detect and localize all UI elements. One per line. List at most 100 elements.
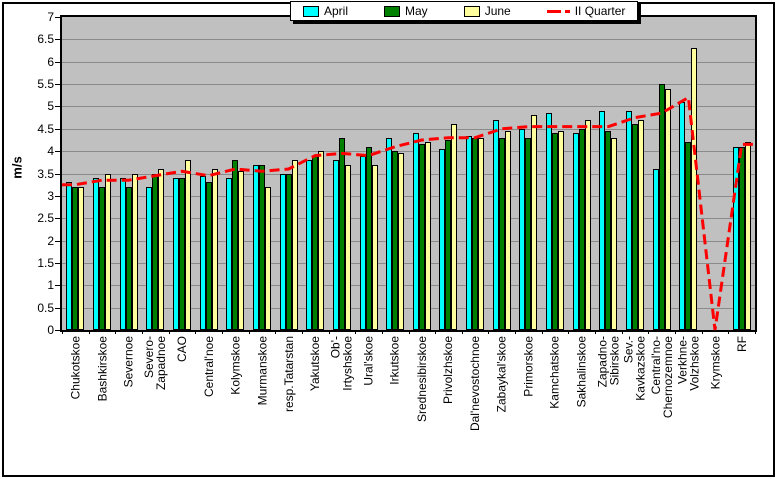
bar-april-5 [172,177,179,330]
y-tick-label: 3.5 [37,166,54,181]
y-tick-mark [55,39,60,41]
legend-dashed-line-icon [546,9,570,13]
bar-may-20 [578,128,585,330]
bar-june-19 [558,131,565,330]
x-category-label-text: Zabaykal'skoe [494,336,509,413]
bar-may-26 [738,146,745,330]
legend-swatch-icon [384,5,401,17]
bar-april-6 [199,175,206,330]
x-category-label-text: Bashkirskoe [94,336,109,402]
bar-may-9 [285,173,292,330]
bar-june-20 [584,119,591,330]
bar-june-4 [158,169,165,330]
bar-june-8 [264,186,271,330]
bar-april-26 [732,146,739,330]
x-category-label-text: Yakutskoe [308,336,323,392]
bar-april-17 [492,119,499,330]
bar-may-21 [605,131,612,330]
x-tick-mark [301,330,303,334]
bar-april-21 [599,110,606,330]
y-tick-mark [55,195,60,197]
bar-june-2 [104,173,111,330]
gridline [62,218,755,220]
gridline [62,106,755,108]
gridline [62,84,755,86]
x-tick-mark [488,330,490,334]
x-tick-mark [62,330,63,334]
quarter-line [62,95,755,331]
bar-may-15 [445,139,452,330]
y-tick-mark [55,218,60,220]
x-category-label-text: Verkhne- Volzhskoe [675,336,702,391]
gridline [62,128,755,130]
legend-swatch-icon [463,5,480,17]
quarter-line-path [62,95,755,331]
x-tick-mark [195,330,197,334]
x-category-label-text: Kamchatskoe [548,336,563,409]
y-tick-mark [55,106,60,108]
y-tick-label: 2.5 [37,211,54,226]
y-tick-mark [55,262,60,264]
bar-april-14 [412,133,419,330]
legend-label: May [405,4,428,18]
bar-may-1 [72,186,79,330]
bar-june-6 [211,169,218,330]
x-category-label-text: CAO [174,336,189,363]
y-tick-mark [55,330,60,331]
x-tick-mark [328,330,330,334]
x-tick-mark [541,330,543,334]
bar-june-5 [184,160,191,330]
bar-may-2 [98,186,105,330]
y-tick-label: 1.5 [37,255,54,270]
bar-april-18 [519,128,526,330]
x-tick-mark [168,330,170,334]
x-tick-mark [621,330,623,334]
bar-may-22 [632,124,639,330]
bar-may-17 [498,137,505,330]
bar-may-11 [338,137,345,330]
legend-item-may: May [384,4,428,18]
bar-june-26 [744,142,751,330]
x-category-label-text: Central'no- Chernozemnoe [648,336,675,419]
bar-may-4 [152,173,159,330]
bar-june-1 [78,186,85,330]
bar-june-12 [371,164,378,330]
x-tick-mark [381,330,383,334]
bar-may-3 [125,186,132,330]
gridline [62,195,755,197]
x-tick-mark [435,330,437,334]
y-tick-label: 7 [47,10,54,24]
bar-june-10 [318,151,325,330]
x-tick-mark [221,330,223,334]
bar-may-8 [258,164,265,330]
x-tick-mark [648,330,650,334]
gridline [62,262,755,264]
x-category-label-text: Sakhalinskoe [574,336,589,408]
y-tick-label: 0 [47,323,54,337]
gridline [62,173,755,175]
x-category-label-text: Krymskoe [708,336,723,390]
bar-june-15 [451,124,458,330]
legend-label: April [324,4,349,18]
x-tick-mark [141,330,143,334]
x-tick-mark [515,330,517,334]
x-category-label-text: Severnoe [121,336,136,388]
x-category-label-text: Zapadno- Sibirskoe [595,336,622,388]
x-category-label-text: RF [734,336,749,352]
bar-april-1 [66,182,73,330]
x-tick-mark [701,330,703,334]
bar-april-9 [279,173,286,330]
legend-label: II Quarter [574,4,626,18]
bar-may-12 [365,146,372,330]
legend-item-april: April [303,4,348,18]
bar-april-11 [332,160,339,330]
y-tick-label: 0.5 [37,300,54,315]
bar-april-4 [146,186,153,330]
x-category-label-text: Primorskoe [521,336,536,397]
y-tick-mark [55,17,60,18]
y-tick-label: 5 [47,99,54,114]
x-tick-mark [275,330,277,334]
bar-may-13 [392,151,399,330]
x-axis-labels: Chukotskoe Bashkirskoe Severnoe Severo- Zap… [62,336,755,476]
